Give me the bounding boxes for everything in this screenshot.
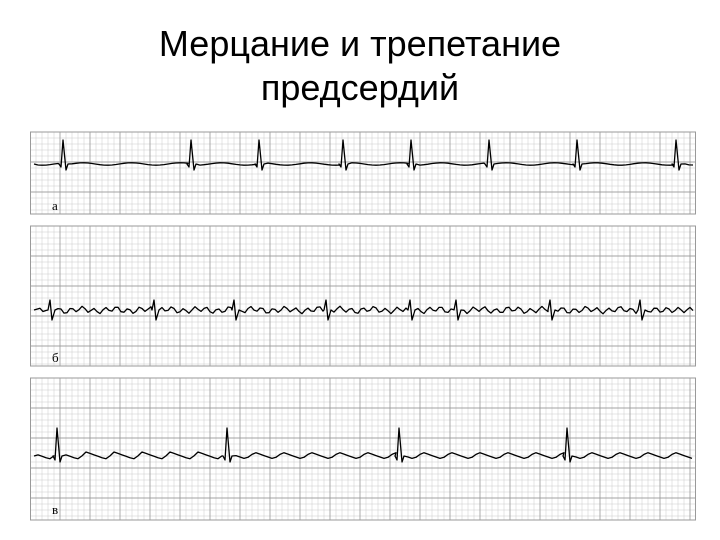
strip-label: б: [52, 350, 59, 365]
ecg-trace-c: [33, 427, 693, 463]
strip-label: в: [52, 502, 58, 517]
ecg-trace-b: [33, 299, 694, 321]
ecg-grid-strip: [30, 225, 696, 367]
ecg-grid-strip: [30, 377, 696, 521]
ecg-trace-a: [33, 139, 694, 171]
strip-label: а: [52, 198, 58, 213]
slide-title-line-2: предсердий: [260, 67, 460, 108]
ecg-traces: [33, 139, 694, 463]
ecg-strips-image: а б в: [30, 131, 696, 521]
strip-labels: а б в: [52, 198, 59, 517]
slide-title: Мерцание и трепетание предсердий: [0, 22, 720, 110]
ecg-grid: [30, 131, 696, 521]
slide-title-line-1: Мерцание и трепетание: [158, 23, 562, 64]
ecg-figure: а б в: [30, 130, 696, 522]
ecg-grid-strip: [30, 131, 696, 215]
